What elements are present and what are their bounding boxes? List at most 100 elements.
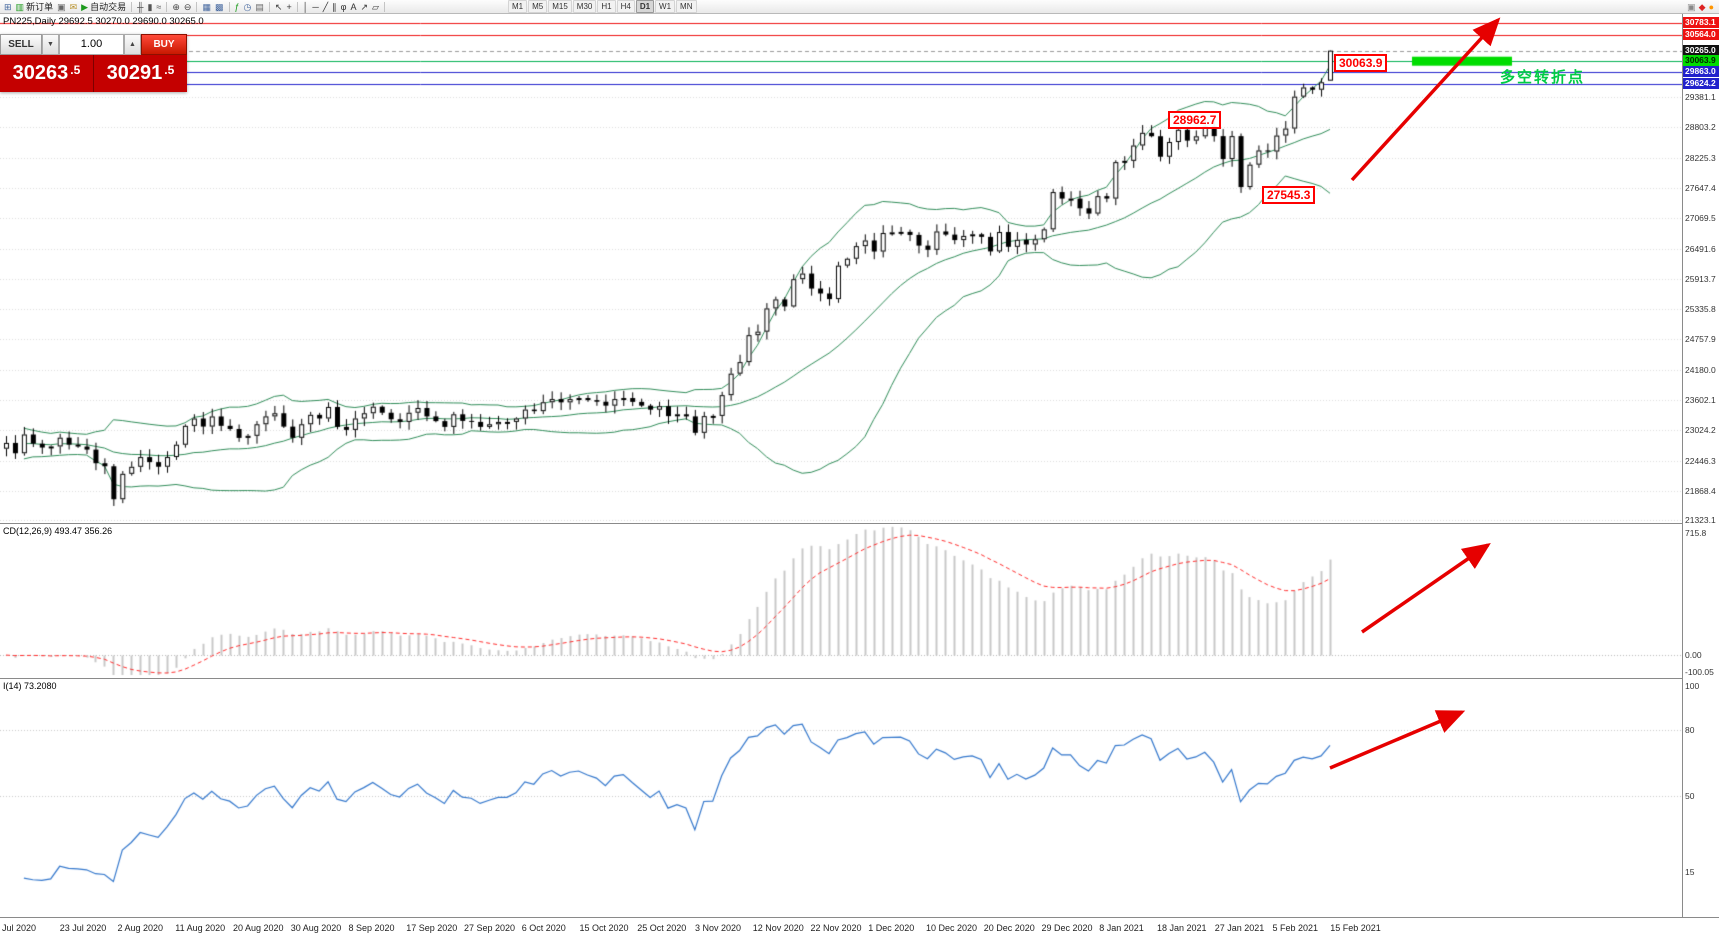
shapes-icon[interactable]: ▱ [370, 1, 381, 13]
time-axis-label: 18 Jan 2021 [1157, 923, 1207, 933]
volume-input[interactable]: 1.00 [59, 34, 124, 55]
timeframe-H1[interactable]: H1 [597, 0, 616, 13]
price-annotation-resistance[interactable]: 30063.9 [1334, 54, 1388, 72]
zoom-in-icon[interactable]: ⊕ [170, 1, 182, 13]
indicators-icon[interactable]: ƒ [233, 1, 242, 13]
axis-tick-label: 50 [1685, 790, 1695, 801]
sell-button[interactable]: SELL [0, 34, 42, 55]
channel-icon[interactable]: ∥ [330, 1, 339, 13]
template-icon[interactable]: ▤ [253, 1, 266, 13]
cascade-windows-icon: ▩ [214, 1, 224, 12]
time-axis-label: 20 Dec 2020 [983, 923, 1035, 933]
autotrading-icon: ▶ [81, 1, 89, 12]
panel-separator[interactable] [0, 678, 1719, 679]
mail-icon[interactable]: ✉ [68, 1, 80, 13]
time-axis[interactable]: Jul 2020 23 Jul 2020 2 Aug 2020 11 Aug 2020… [0, 917, 1719, 939]
time-axis-label: 10 Dec 2020 [926, 923, 978, 933]
buy-price-display[interactable]: 30291 .5 [94, 55, 187, 92]
channel-icon: ∥ [332, 1, 337, 12]
fibonacci-icon[interactable]: φ [339, 1, 349, 13]
price-level-label: 30564.0 [1683, 28, 1719, 40]
trendline-icon[interactable]: ╱ [321, 1, 330, 13]
expert-icon[interactable]: ▣ [1687, 1, 1696, 12]
line-chart-icon[interactable]: ≈ [154, 1, 163, 13]
toolbar-button-label: 自动交易 [90, 2, 127, 12]
timeframe-M15[interactable]: M15 [548, 0, 572, 13]
period-icon[interactable]: ◷ [242, 1, 254, 13]
timeframe-MN[interactable]: MN [676, 0, 697, 13]
text-label-icon: A [350, 1, 357, 12]
axis-tick-label: 24757.9 [1685, 334, 1716, 345]
toolbar-separator [196, 1, 198, 12]
price-annotation-support[interactable]: 27545.3 [1262, 186, 1316, 204]
template-icon: ▤ [255, 1, 264, 12]
timeframe-M1[interactable]: M1 [507, 0, 528, 13]
time-axis-label: 8 Jan 2021 [1099, 923, 1144, 933]
text-label-icon[interactable]: A [348, 1, 358, 13]
trendline-icon: ╱ [322, 1, 329, 12]
horizontal-line-icon: ─ [312, 1, 319, 12]
line-chart-icon: ≈ [156, 1, 162, 12]
axis-tick-label: 23602.1 [1685, 395, 1716, 406]
alert-icon[interactable]: ◆ [1698, 1, 1706, 12]
time-axis-label: 23 Jul 2020 [59, 923, 107, 933]
candlestick-chart-icon[interactable]: ▮ [145, 1, 154, 13]
fibonacci-icon: φ [340, 1, 347, 12]
axis-tick-label: 27647.4 [1685, 182, 1716, 193]
bar-chart-icon[interactable]: ╫ [135, 1, 145, 13]
buy-button[interactable]: BUY [141, 34, 187, 55]
axis-tick-label: 29381.1 [1685, 92, 1716, 102]
axis-tick-label: 28803.2 [1685, 122, 1716, 133]
chart-window-icon: ▣ [57, 1, 66, 12]
volume-down-button[interactable]: ▼ [42, 34, 59, 55]
timeframe-M30[interactable]: M30 [572, 0, 597, 13]
cursor-icon[interactable]: ↖ [273, 1, 285, 13]
vertical-line-icon[interactable]: │ [301, 1, 311, 13]
timeframe-W1[interactable]: W1 [655, 0, 676, 13]
axis-tick-label: 715.8 [1685, 527, 1707, 538]
app-menu-icon[interactable]: ⊞ [2, 1, 14, 13]
tile-windows-icon[interactable]: ▦ [200, 1, 213, 13]
macd-indicator-canvas[interactable] [0, 523, 1682, 678]
axis-tick-label: 26491.6 [1685, 243, 1716, 254]
time-axis-label: 12 Nov 2020 [752, 923, 804, 933]
time-axis-label: 17 Sep 2020 [406, 923, 458, 933]
arrow-tool-icon[interactable]: ↗ [359, 1, 371, 13]
cascade-windows-icon[interactable]: ▩ [213, 1, 226, 13]
price-annotation-breakout[interactable]: 28962.7 [1168, 111, 1222, 129]
time-axis-label: 27 Sep 2020 [464, 923, 516, 933]
price-axis[interactable]: 29381.1 28803.2 28225.3 27647.4 27069.5 26491… [1682, 14, 1719, 917]
arrow-tool-icon: ↗ [360, 1, 369, 12]
volume-up-button[interactable]: ▲ [124, 34, 141, 55]
axis-tick-label: 24180.0 [1685, 364, 1716, 375]
timeframe-H4[interactable]: H4 [616, 0, 635, 13]
toolbar-button-label: 新订单 [26, 2, 54, 12]
autotrading-button[interactable]: ▶ 自动交易 [79, 1, 128, 13]
new-order-button[interactable]: ▥ 新订单 [14, 1, 56, 13]
price-chart-canvas[interactable] [0, 14, 1682, 523]
chart-area[interactable]: PN225,Daily 29692.5 30270.0 29690.0 3026… [0, 14, 1719, 939]
panel-separator[interactable] [0, 523, 1719, 524]
zoom-in-icon: ⊕ [172, 1, 180, 12]
zoom-out-icon[interactable]: ⊖ [182, 1, 194, 13]
timeframe-D1[interactable]: D1 [635, 0, 655, 13]
horizontal-line-icon[interactable]: ─ [310, 1, 320, 13]
toolbar-separator [383, 1, 385, 12]
time-axis-label: 11 Aug 2020 [175, 923, 226, 933]
sell-price-display[interactable]: 30263 .5 [0, 55, 93, 92]
vertical-line-icon: │ [302, 1, 309, 12]
chart-window-icon[interactable]: ▣ [55, 1, 68, 13]
crosshair-icon[interactable]: + [284, 1, 293, 13]
timeframe-M5[interactable]: M5 [528, 0, 548, 13]
rsi-indicator-canvas[interactable] [0, 678, 1682, 917]
axis-tick-label: 80 [1685, 724, 1695, 735]
new-order-icon: ▥ [15, 1, 25, 12]
axis-tick-label: 22446.3 [1685, 455, 1716, 466]
cursor-icon: ↖ [274, 1, 283, 12]
community-icon[interactable]: ● [1708, 1, 1714, 12]
time-axis-label: 30 Aug 2020 [290, 923, 342, 933]
toolbar-separator [131, 1, 133, 12]
toolbar-separator [296, 1, 298, 12]
axis-tick-label: 25335.8 [1685, 304, 1716, 315]
rsi-indicator-label: I(14) 73.2080 [3, 681, 57, 691]
